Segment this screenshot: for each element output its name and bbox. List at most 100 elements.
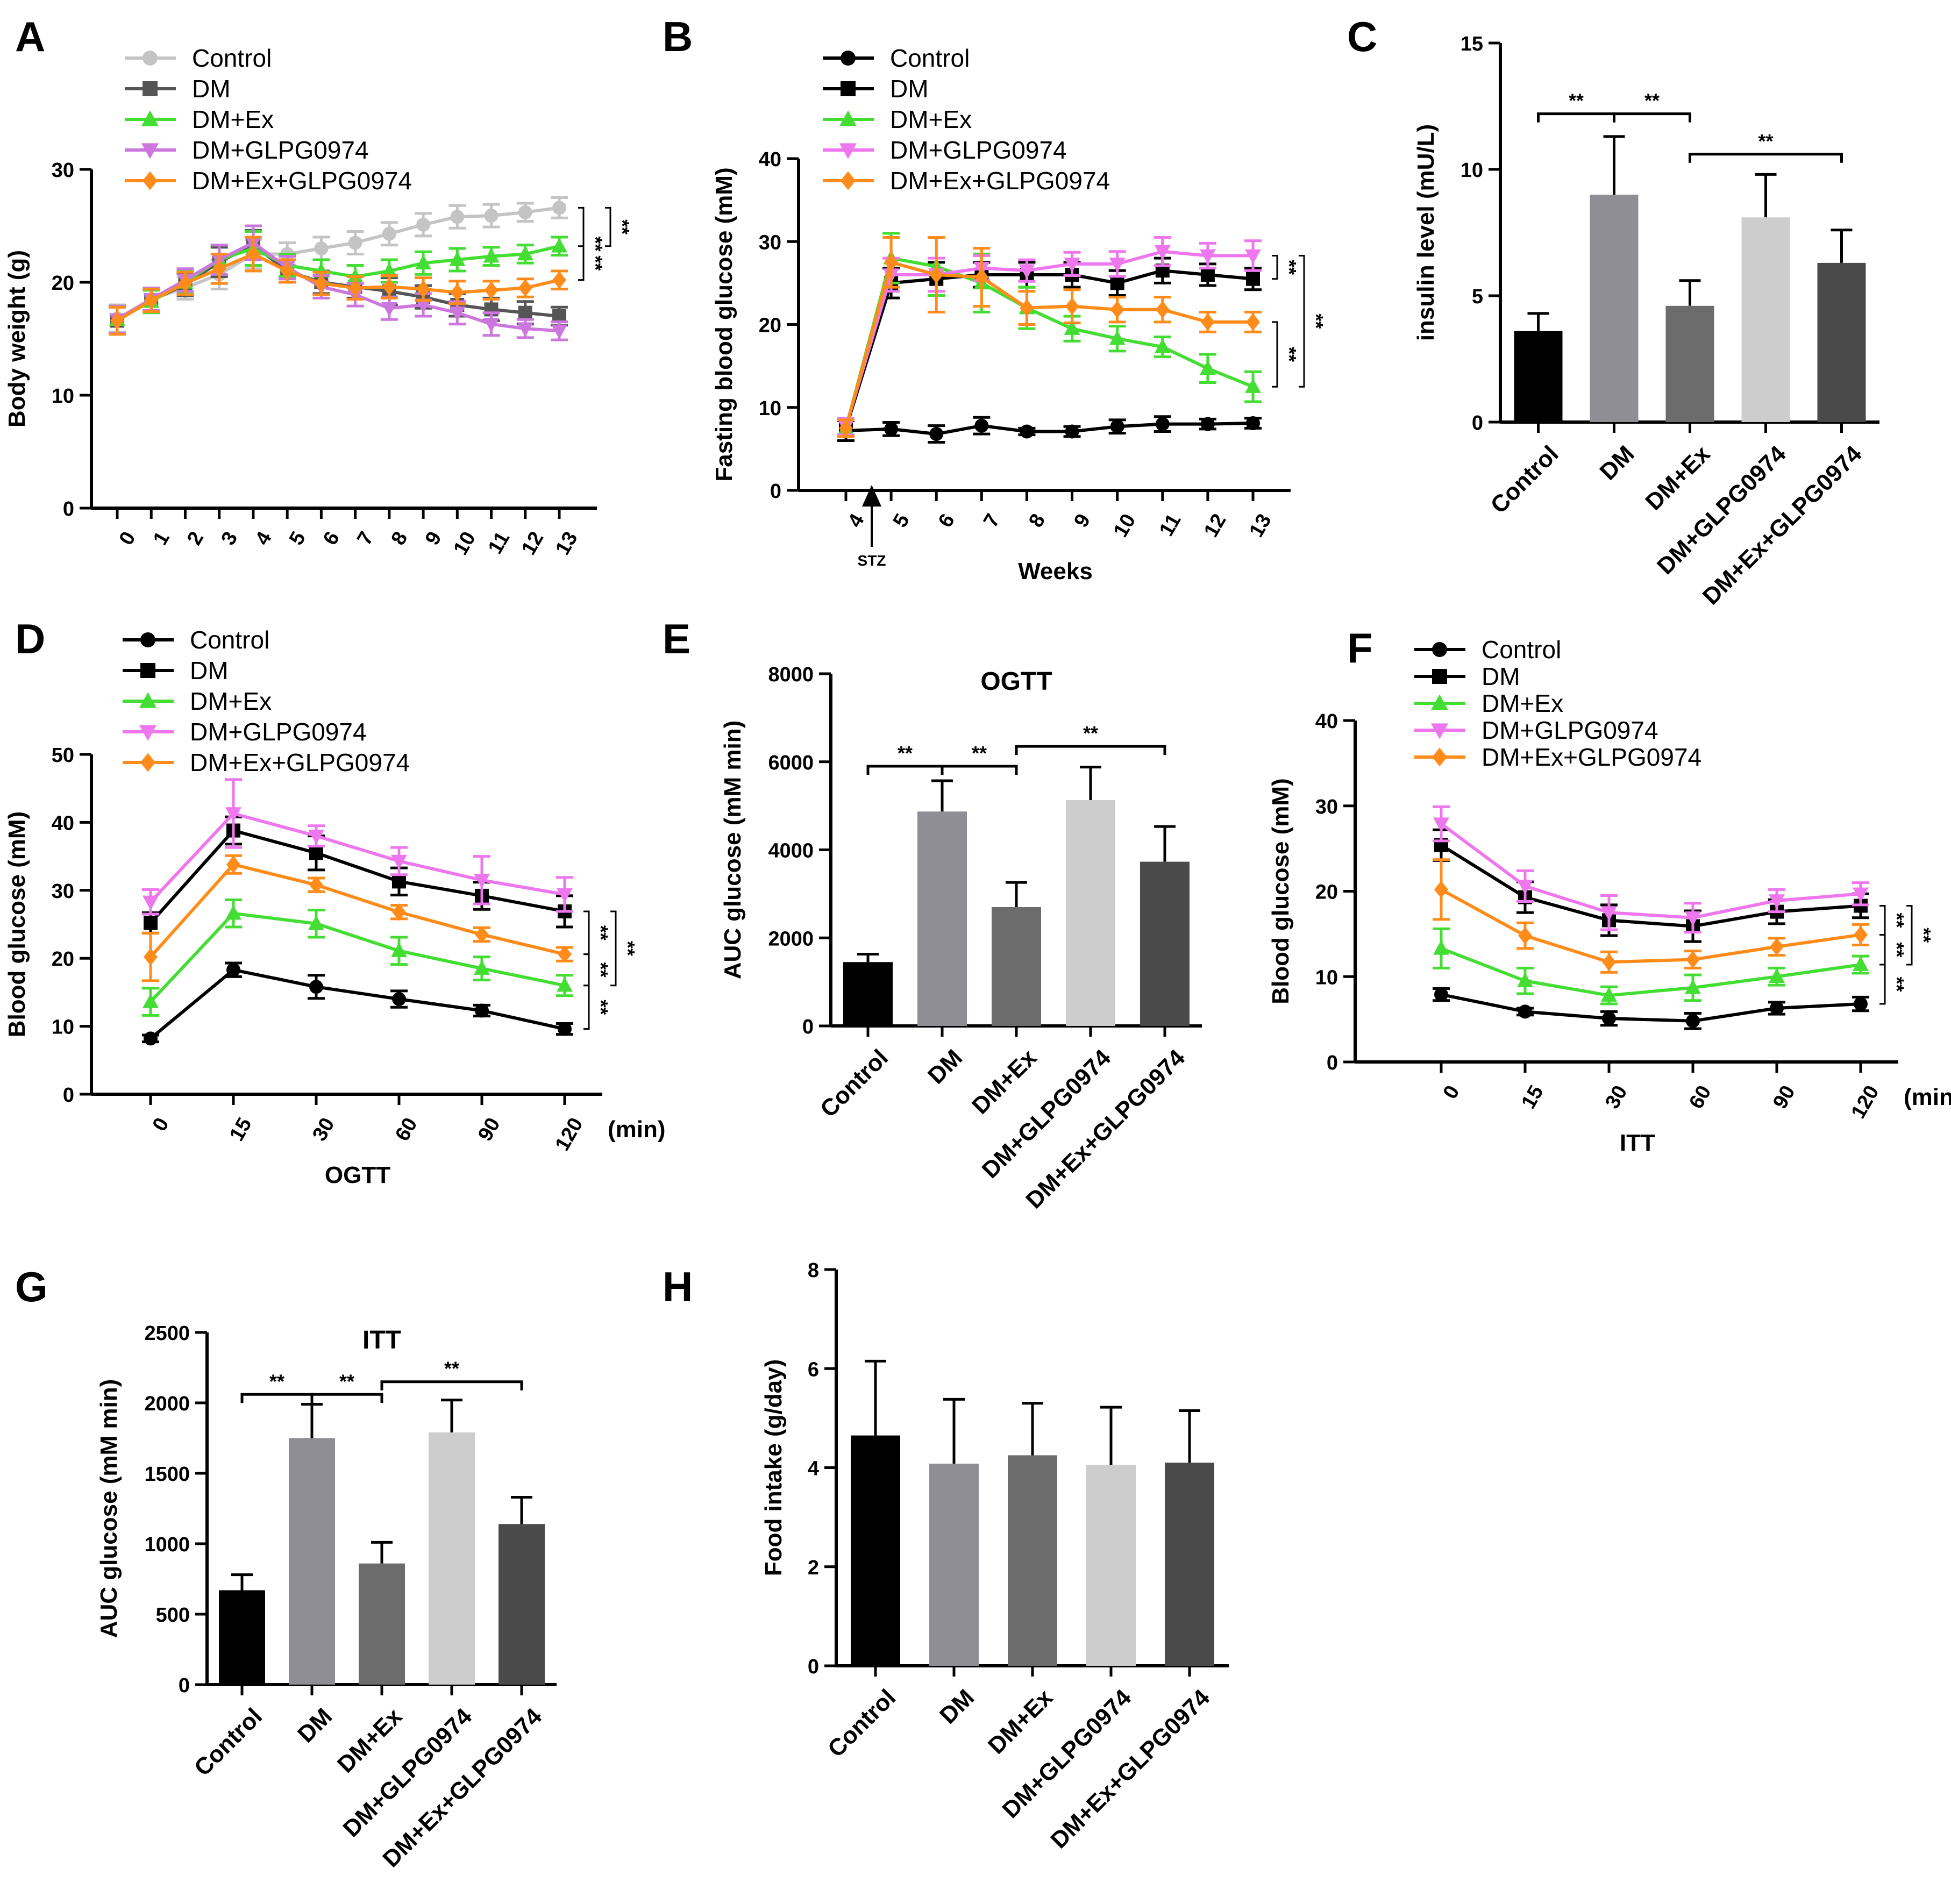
legend-label: DM+Ex	[1482, 689, 1563, 717]
data-point	[144, 1031, 158, 1046]
panel-letter: G	[15, 1263, 48, 1310]
y-tick-label: 2500	[144, 1322, 190, 1345]
data-point	[1020, 299, 1034, 317]
data-point	[212, 260, 226, 278]
y-tick-label: 4	[808, 1458, 819, 1480]
significance-bracket	[380, 1380, 523, 1390]
data-point	[484, 281, 499, 299]
data-point	[1065, 297, 1079, 315]
x-tick-label: 5	[889, 510, 914, 531]
data-point	[391, 854, 407, 870]
data-point	[974, 268, 989, 286]
stz-arrow-head	[862, 485, 881, 507]
x-tick-label: 15	[1517, 1082, 1548, 1113]
data-point	[884, 422, 899, 436]
y-tick-label: 15	[1461, 33, 1483, 55]
legend-item: Control	[823, 44, 970, 72]
bar-dm-ex-glpg0974	[1165, 1463, 1214, 1666]
data-point	[416, 280, 431, 298]
y-axis-label: AUC glucose (mM min)	[720, 721, 746, 980]
data-point	[1518, 926, 1532, 945]
legend-item: Control	[123, 626, 269, 654]
bar-dm	[1590, 195, 1639, 422]
data-point	[382, 226, 396, 241]
chart-title: OGTT	[980, 667, 1052, 696]
panel-d-ogtt-line-chart: D 0 10 20 30 40 50 Blood glucose (mM) 0 15 30 60 90 1…	[4, 615, 666, 1188]
data-point	[1064, 258, 1080, 273]
bar-dm-glpg0974	[1741, 217, 1790, 422]
data-point	[415, 254, 432, 269]
bar-dm-ex-glpg0974	[1140, 861, 1190, 1026]
data-point	[558, 1022, 572, 1036]
series-line	[844, 256, 1254, 429]
legend-marker	[839, 143, 857, 159]
data-point	[1200, 417, 1215, 431]
y-tick-label: 500	[156, 1604, 190, 1627]
bar-control	[851, 1435, 900, 1666]
x-tick-label: 9	[1070, 510, 1095, 531]
legend-label: Control	[890, 44, 970, 72]
data-point	[246, 245, 260, 263]
significance-label: **	[1886, 977, 1908, 992]
data-point	[1517, 880, 1533, 895]
data-point	[475, 1003, 489, 1018]
data-point	[1154, 338, 1171, 353]
data-point	[314, 241, 329, 255]
x-tick-label: 6	[319, 528, 344, 549]
x-axis-label: OGTT	[325, 1162, 390, 1188]
legend-marker	[1430, 694, 1449, 710]
y-tick-label: 0	[808, 1656, 819, 1678]
y-tick-label: 0	[770, 480, 781, 503]
x-tick-label: 4	[251, 528, 276, 549]
x-tick-label: 30	[1601, 1082, 1632, 1113]
legend-item: DM+Ex	[823, 105, 972, 133]
series-dm-ex-glpg0974	[1433, 858, 1869, 974]
x-category-label: DM+GLPG0974	[338, 1703, 478, 1842]
legend-marker	[139, 725, 157, 741]
data-point	[474, 960, 490, 975]
data-point	[381, 302, 397, 317]
data-point	[280, 262, 295, 280]
y-tick-label: 30	[52, 159, 74, 182]
x-category-label: DM	[1595, 440, 1640, 485]
legend-marker	[839, 110, 857, 126]
legend-item: DM+GLPG0974	[1414, 716, 1658, 744]
x-tick-label: 15	[225, 1114, 257, 1145]
data-point	[1245, 249, 1261, 265]
data-point	[929, 427, 944, 441]
legend-marker	[1432, 747, 1447, 767]
y-tick-label: 2000	[768, 928, 814, 950]
y-tick-label: 10	[759, 397, 781, 420]
data-point	[1109, 330, 1126, 345]
bar-dm-glpg0974	[1066, 800, 1115, 1026]
data-point	[1769, 968, 1785, 983]
panel-e-ogtt-auc-bar-chart: E 0 2000 4000 6000 8000 AUC glucose (mM min) OG…	[663, 615, 1202, 1214]
data-point	[1246, 272, 1260, 286]
data-point	[1155, 417, 1170, 431]
series-line	[1440, 844, 1861, 928]
y-tick-label: 40	[759, 148, 781, 171]
data-point	[474, 874, 490, 889]
data-point	[392, 874, 406, 889]
x-tick-label: 90	[1769, 1082, 1800, 1113]
y-tick-label: 4000	[768, 840, 814, 862]
data-point	[178, 274, 193, 293]
data-point	[483, 318, 500, 333]
series-line	[1440, 947, 1861, 997]
data-point	[143, 993, 159, 1008]
legend-marker	[841, 51, 856, 66]
bar-dm-glpg0974	[1086, 1465, 1136, 1666]
series-line	[845, 422, 1254, 436]
legend-item: DM+GLPG0974	[123, 718, 367, 746]
significance-label: **	[1569, 90, 1584, 112]
legend-label: DM+GLPG0974	[1482, 716, 1658, 744]
significance-bracket	[866, 765, 944, 775]
data-point	[1686, 951, 1700, 968]
data-point	[1433, 817, 1449, 832]
y-tick-label: 0	[63, 1084, 74, 1107]
legend-marker	[1432, 669, 1447, 684]
data-point	[1064, 320, 1080, 335]
data-point	[415, 298, 432, 313]
bar-dm	[917, 811, 967, 1026]
